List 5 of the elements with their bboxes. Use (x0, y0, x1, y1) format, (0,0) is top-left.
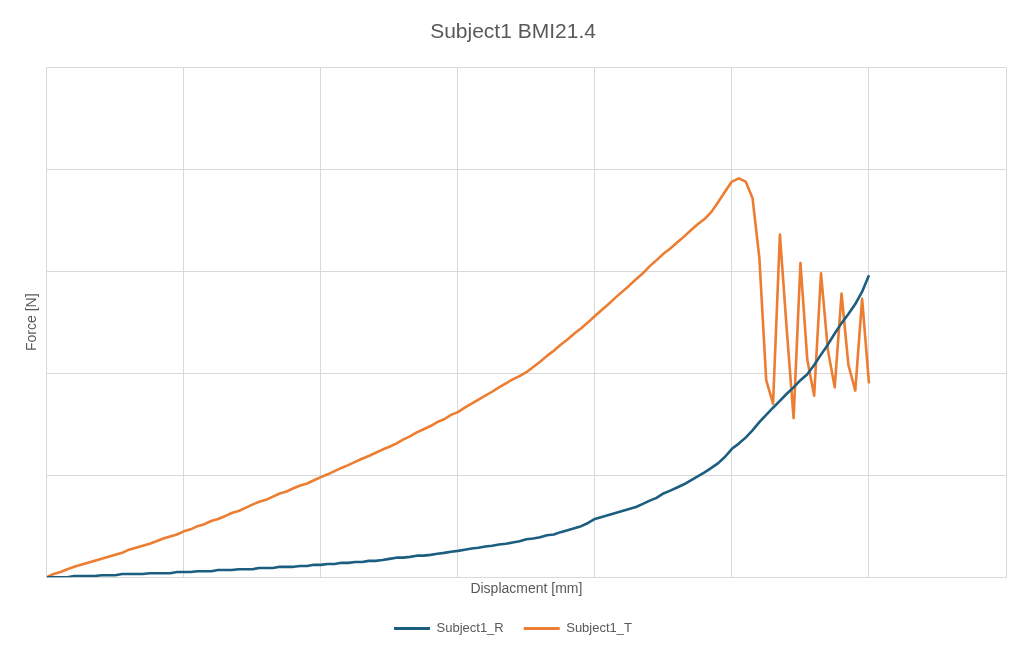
x-axis-title: Displacment [mm] (470, 580, 583, 597)
y-axis-title: Force [N] (23, 293, 40, 351)
chart-title: Subject1 BMI21.4 (430, 19, 597, 43)
legend-label: Subject1_R (436, 620, 504, 636)
legend-label: Subject1_T (566, 620, 633, 636)
